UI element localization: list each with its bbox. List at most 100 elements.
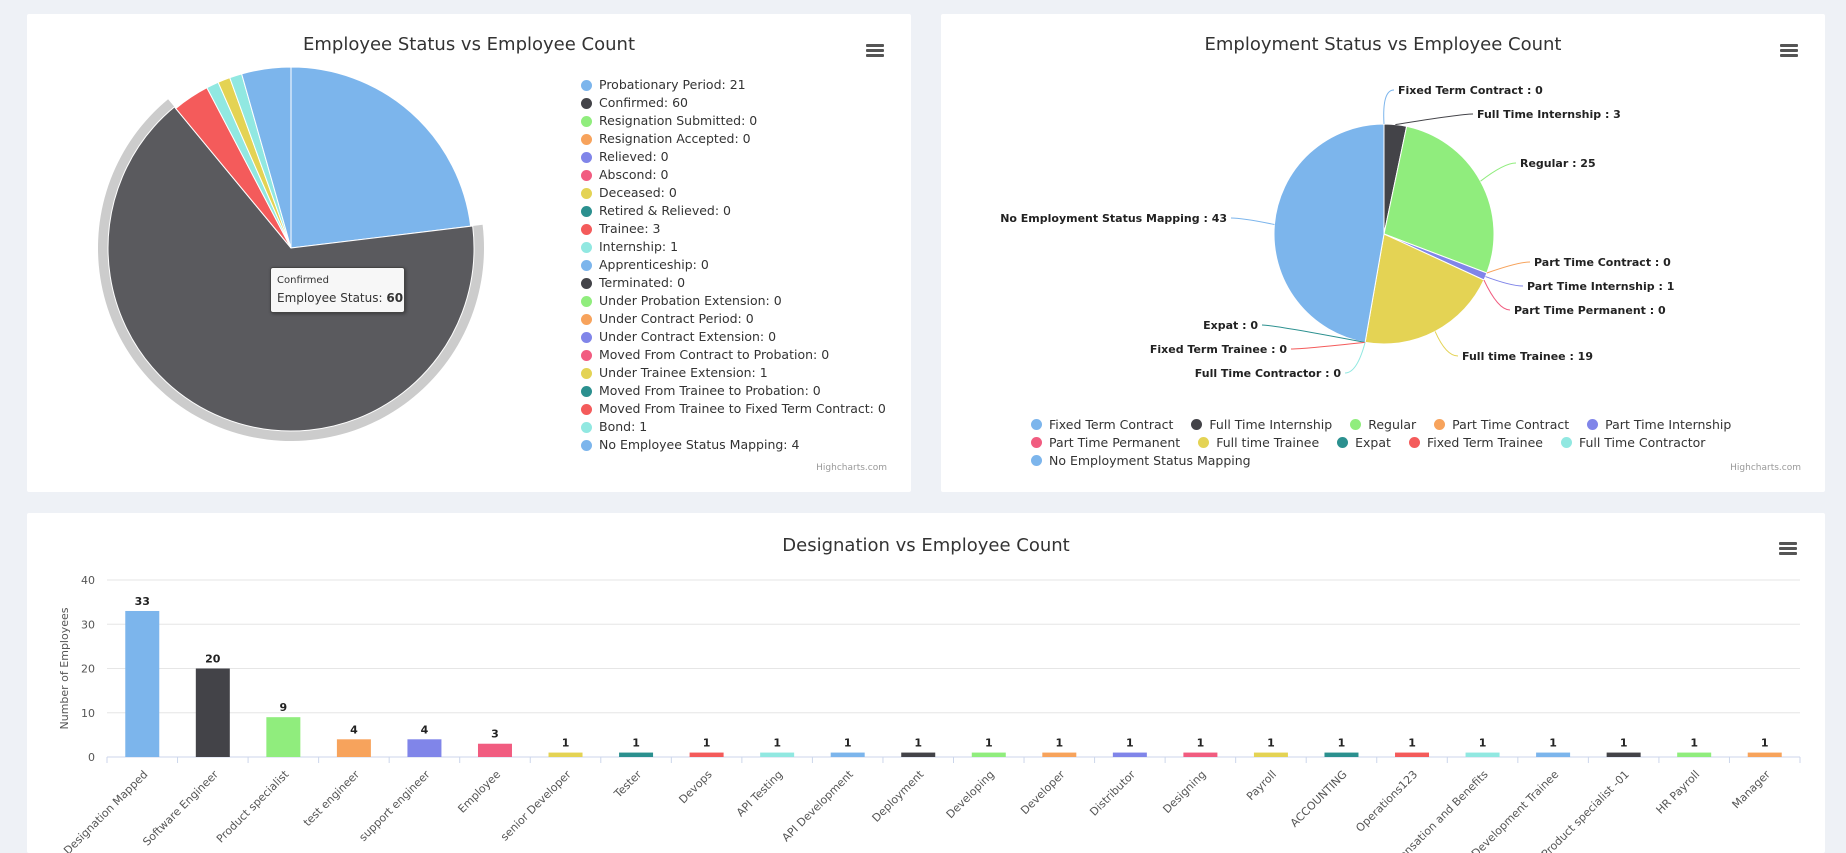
bar-designing[interactable] xyxy=(1183,752,1218,757)
legend-item-retired-relieved[interactable]: Retired & Relieved: 0 xyxy=(581,202,886,220)
bar-distributor[interactable] xyxy=(1112,752,1147,757)
legend-item-fixed-term-contract[interactable]: Fixed Term Contract xyxy=(1031,415,1173,433)
legend-label: Part Time Permanent xyxy=(1049,434,1181,450)
legend-marker xyxy=(1434,418,1446,430)
legend-marker xyxy=(581,313,592,325)
slice-no-employment-status-mapping[interactable] xyxy=(1273,123,1385,343)
legend-item-full-time-internship[interactable]: Full Time Internship xyxy=(1191,415,1332,433)
data-label-expat: Expat : 0 xyxy=(1203,319,1258,332)
hamburger-icon[interactable] xyxy=(1780,44,1798,58)
legend-item-full-time-trainee[interactable]: Full time Trainee xyxy=(1198,433,1319,451)
legend-item-resignation-submitted[interactable]: Resignation Submitted: 0 xyxy=(581,112,886,130)
legend-item-part-time-permanent[interactable]: Part Time Permanent xyxy=(1031,433,1180,451)
legend-item-moved-from-contract-to-probation[interactable]: Moved From Contract to Probation: 0 xyxy=(581,346,886,364)
bar-data-label: 1 xyxy=(632,737,640,750)
legend-marker xyxy=(581,277,592,289)
legend-item-no-employment-status-mapping[interactable]: No Employment Status Mapping xyxy=(1031,451,1251,469)
bar-senior-developer[interactable] xyxy=(548,752,583,757)
bar-data-label: 1 xyxy=(1126,737,1134,750)
bar-manager[interactable] xyxy=(1747,752,1782,757)
bar-hr-payroll[interactable] xyxy=(1677,752,1712,757)
bar-software-engineer[interactable] xyxy=(195,668,230,758)
bar-data-label: 1 xyxy=(703,737,711,750)
bar-employee[interactable] xyxy=(477,743,512,757)
bar-compensation-and-benefits[interactable] xyxy=(1465,752,1500,757)
legend-item-under-trainee-extension[interactable]: Under Trainee Extension: 1 xyxy=(581,364,886,382)
legend-item-bond[interactable]: Bond: 1 xyxy=(581,418,886,436)
x-tick-label: Distributor xyxy=(1087,768,1138,819)
bar-product-specialist-01[interactable] xyxy=(1606,752,1641,757)
hamburger-icon[interactable] xyxy=(1779,542,1797,556)
legend-label: Full time Trainee xyxy=(1216,434,1320,450)
legend-label: Moved From Trainee to Fixed Term Contrac… xyxy=(599,401,886,416)
x-tick-label: support engineer xyxy=(357,768,433,844)
legend-item-under-contract-extension[interactable]: Under Contract Extension: 0 xyxy=(581,328,886,346)
legend-item-internship[interactable]: Internship: 1 xyxy=(581,238,886,256)
y-tick-label: 0 xyxy=(88,751,95,764)
legend-item-terminated[interactable]: Terminated: 0 xyxy=(581,274,886,292)
legend-item-abscond[interactable]: Abscond: 0 xyxy=(581,166,886,184)
data-label-no-employment-status-mapping: No Employment Status Mapping : 43 xyxy=(1000,212,1227,225)
legend-marker xyxy=(1031,418,1042,430)
bar-data-label: 3 xyxy=(491,728,499,741)
legend-item-under-probation-extension[interactable]: Under Probation Extension: 0 xyxy=(581,292,886,310)
legend-item-part-time-internship[interactable]: Part Time Internship xyxy=(1587,415,1731,433)
data-label-fixed-term-trainee: Fixed Term Trainee : 0 xyxy=(1150,343,1287,356)
bar-product-specialist[interactable] xyxy=(266,717,301,757)
legend-item-expat[interactable]: Expat xyxy=(1337,433,1391,451)
bar-development-trainee[interactable] xyxy=(1536,752,1571,757)
legend-item-deceased[interactable]: Deceased: 0 xyxy=(581,184,886,202)
hamburger-icon[interactable] xyxy=(866,44,884,58)
bar-api-testing[interactable] xyxy=(760,752,795,757)
bar-data-label: 1 xyxy=(1055,737,1063,750)
legend-item-resignation-accepted[interactable]: Resignation Accepted: 0 xyxy=(581,130,886,148)
legend-label: No Employee Status Mapping: 4 xyxy=(599,437,800,452)
legend-marker xyxy=(581,241,592,253)
legend-item-regular[interactable]: Regular xyxy=(1350,415,1416,433)
legend-item-relieved[interactable]: Relieved: 0 xyxy=(581,148,886,166)
credits-link[interactable]: Highcharts.com xyxy=(816,463,887,473)
x-tick-label: senior Developer xyxy=(498,768,574,844)
bar-data-label: 1 xyxy=(1620,737,1628,750)
legend-marker xyxy=(1408,436,1420,448)
bar-data-label: 9 xyxy=(280,701,288,714)
slice-full-time-trainee[interactable] xyxy=(1364,233,1485,345)
slice-no-employee-status-mapping[interactable] xyxy=(241,66,292,249)
legend-label: Retired & Relieved: 0 xyxy=(599,203,731,218)
bar-operations123[interactable] xyxy=(1395,752,1430,757)
legend-item-moved-from-trainee-to-probation[interactable]: Moved From Trainee to Probation: 0 xyxy=(581,382,886,400)
x-tick-label: Payroll xyxy=(1244,768,1279,803)
legend-marker xyxy=(1031,436,1042,448)
x-tick-label: API Testing xyxy=(734,768,785,819)
legend-item-no-employee-status-mapping[interactable]: No Employee Status Mapping: 4 xyxy=(581,436,886,454)
bar-devops[interactable] xyxy=(689,752,724,757)
bar-data-label: 1 xyxy=(562,737,570,750)
bar-payroll[interactable] xyxy=(1253,752,1288,757)
legend-item-part-time-contract[interactable]: Part Time Contract xyxy=(1434,415,1569,433)
bar-developing[interactable] xyxy=(971,752,1006,757)
legend-item-fixed-term-trainee[interactable]: Fixed Term Trainee xyxy=(1408,433,1543,451)
bar-api-development[interactable] xyxy=(830,752,865,757)
legend-item-apprenticeship[interactable]: Apprenticeship: 0 xyxy=(581,256,886,274)
bar-test-engineer[interactable] xyxy=(336,739,371,757)
bar-accounting[interactable] xyxy=(1324,752,1359,757)
bar-data-label: 4 xyxy=(350,723,358,736)
credits-link[interactable]: Highcharts.com xyxy=(1730,463,1801,473)
bar-designation-mapped[interactable] xyxy=(125,610,160,757)
bar-support-engineer[interactable] xyxy=(407,739,442,757)
bar-developer[interactable] xyxy=(1042,752,1077,757)
slice-probationary-period[interactable] xyxy=(290,66,472,249)
legend-marker xyxy=(581,421,592,433)
legend-item-full-time-contractor[interactable]: Full Time Contractor xyxy=(1560,433,1705,451)
legend-item-moved-from-trainee-to-fixed-term-contract[interactable]: Moved From Trainee to Fixed Term Contrac… xyxy=(581,400,886,418)
legend-marker xyxy=(581,403,592,415)
employee-status-card: Employee Status vs Employee Count Confir… xyxy=(27,14,911,492)
legend-item-trainee[interactable]: Trainee: 3 xyxy=(581,220,886,238)
legend-item-confirmed[interactable]: Confirmed: 60 xyxy=(581,94,886,112)
legend-item-probationary-period[interactable]: Probationary Period: 21 xyxy=(581,76,886,94)
bar-tester[interactable] xyxy=(619,752,654,757)
legend-label: Moved From Trainee to Probation: 0 xyxy=(599,383,821,398)
legend-item-under-contract-period[interactable]: Under Contract Period: 0 xyxy=(581,310,886,328)
bar-deployment[interactable] xyxy=(901,752,936,757)
legend-label: Resignation Accepted: 0 xyxy=(599,131,751,146)
